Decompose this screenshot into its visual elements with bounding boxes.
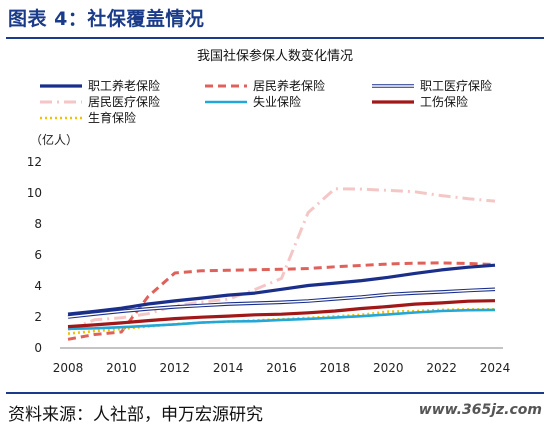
legend-label: 职工医疗保险 (420, 78, 492, 93)
legend-item: 居民医疗保险 (40, 94, 160, 109)
x-tick-label: 2010 (106, 361, 137, 375)
series-line (67, 308, 496, 331)
y-tick-label: 10 (27, 186, 42, 200)
y-tick-label: 0 (34, 341, 42, 355)
x-tick-label: 2014 (213, 361, 244, 375)
x-tick-label: 2008 (53, 361, 84, 375)
axes: 0 2 4 6 8 10 12 2008 2010 2012 2014 2016 2018 2020 202… (27, 155, 511, 375)
x-tick-label: 2012 (159, 361, 190, 375)
x-tick-label: 2022 (426, 361, 457, 375)
legend-label: 生育保险 (88, 110, 136, 125)
x-tick-label: 2024 (480, 361, 511, 375)
legend-label: 居民养老保险 (253, 78, 325, 93)
legend-item: 职工医疗保险 (372, 78, 492, 93)
figure-title: 图表 4：社保覆盖情况 (8, 8, 205, 30)
legend-label: 居民医疗保险 (88, 94, 160, 109)
legend-item: 职工养老保险 (40, 78, 160, 93)
y-tick-label: 2 (34, 310, 42, 324)
y-axis-label: （亿人） (30, 132, 78, 147)
y-tick-label: 6 (34, 248, 42, 262)
x-tick-label: 2016 (266, 361, 297, 375)
series-line (67, 287, 496, 319)
top-rule (6, 37, 544, 39)
source-note: 资料来源：人社部，申万宏源研究 (8, 405, 263, 425)
x-tick-label: 2020 (373, 361, 404, 375)
legend-item: 生育保险 (40, 110, 136, 125)
chart-title: 我国社保参保人数变化情况 (197, 48, 353, 64)
legend-item: 工伤保险 (372, 94, 468, 109)
y-tick-label: 12 (27, 155, 42, 169)
legend-item: 失业保险 (205, 94, 301, 109)
y-tick-label: 4 (34, 279, 42, 293)
plot-area (67, 187, 496, 341)
series-line (67, 263, 496, 316)
legend-label: 失业保险 (253, 94, 301, 109)
series-line (67, 187, 496, 332)
watermark: www.365jz.com (418, 402, 542, 418)
legend-label: 职工养老保险 (88, 78, 160, 93)
legend-item: 居民养老保险 (205, 78, 325, 93)
legend-label: 工伤保险 (420, 94, 468, 109)
y-tick-label: 8 (34, 217, 42, 231)
series-line (67, 299, 496, 329)
x-tick-label: 2018 (320, 361, 351, 375)
bottom-rule (6, 392, 544, 394)
